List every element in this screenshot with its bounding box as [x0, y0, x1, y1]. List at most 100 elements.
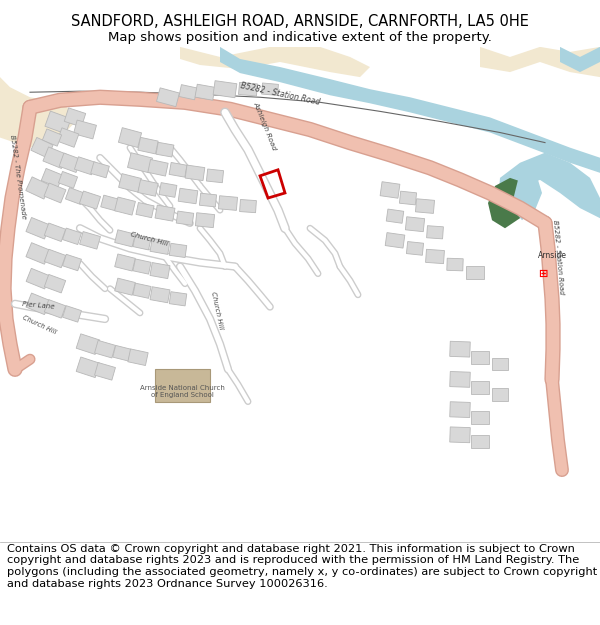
Bar	[26, 217, 50, 239]
Bar	[44, 249, 65, 268]
Bar	[199, 193, 217, 207]
Bar	[44, 183, 66, 203]
Polygon shape	[480, 47, 600, 77]
Bar	[148, 159, 168, 176]
Bar	[447, 258, 463, 271]
Bar	[386, 209, 404, 223]
Bar	[91, 162, 109, 178]
Bar	[471, 436, 489, 448]
Bar	[128, 152, 152, 173]
Text: ⊞: ⊞	[538, 269, 547, 279]
Polygon shape	[560, 47, 600, 72]
Bar	[133, 259, 151, 274]
Bar	[80, 231, 100, 249]
Bar	[150, 238, 170, 254]
Bar	[150, 287, 170, 302]
Bar	[150, 262, 170, 279]
Bar	[380, 182, 400, 198]
Bar	[62, 254, 82, 271]
Bar	[262, 83, 278, 96]
Bar	[133, 283, 151, 298]
Bar	[206, 169, 224, 182]
Bar	[156, 142, 174, 157]
Bar	[450, 371, 470, 388]
Bar	[169, 162, 187, 177]
Bar	[466, 266, 484, 279]
Bar	[26, 177, 50, 199]
Text: B5282 - Station Road: B5282 - Station Road	[239, 82, 320, 107]
Bar	[138, 138, 158, 154]
Bar	[450, 427, 470, 442]
Text: Map shows position and indicative extent of the property.: Map shows position and indicative extent…	[108, 31, 492, 44]
Bar	[128, 349, 148, 366]
Polygon shape	[514, 173, 542, 220]
Bar	[178, 188, 198, 204]
Bar	[44, 299, 65, 318]
Bar	[62, 306, 82, 322]
Bar	[62, 228, 82, 244]
Text: Pier Lane: Pier Lane	[22, 301, 55, 310]
Text: Arnside National Church
of England School: Arnside National Church of England Schoo…	[140, 385, 224, 398]
Bar	[26, 293, 50, 314]
Bar	[196, 213, 215, 228]
Bar	[385, 232, 405, 248]
Bar	[58, 171, 77, 188]
Bar	[450, 341, 470, 357]
Bar	[492, 389, 508, 401]
Bar	[57, 128, 79, 148]
Bar	[74, 120, 97, 139]
Bar	[44, 274, 65, 293]
Text: SANDFORD, ASHLEIGH ROAD, ARNSIDE, CARNFORTH, LA5 0HE: SANDFORD, ASHLEIGH ROAD, ARNSIDE, CARNFO…	[71, 14, 529, 29]
Bar	[400, 191, 416, 205]
Bar	[95, 362, 115, 380]
Polygon shape	[155, 369, 210, 402]
Bar	[113, 346, 131, 361]
Bar	[118, 127, 142, 148]
Bar	[79, 191, 101, 209]
Text: Contains OS data © Crown copyright and database right 2021. This information is : Contains OS data © Crown copyright and d…	[7, 544, 598, 589]
Bar	[415, 199, 434, 213]
Bar	[76, 357, 100, 377]
Bar	[138, 179, 158, 196]
Bar	[450, 402, 470, 418]
Bar	[492, 358, 508, 371]
Polygon shape	[488, 178, 530, 228]
Text: Church Hill: Church Hill	[22, 314, 58, 335]
Bar	[471, 411, 489, 424]
Bar	[31, 138, 53, 158]
Bar	[155, 205, 175, 221]
Bar	[406, 217, 425, 232]
Bar	[59, 153, 81, 173]
Bar	[115, 197, 136, 215]
Polygon shape	[220, 47, 600, 173]
Bar	[239, 82, 257, 96]
Bar	[159, 182, 177, 198]
Bar	[115, 278, 136, 295]
Bar	[101, 195, 119, 211]
Bar	[43, 147, 67, 169]
Text: Ashleigh Road: Ashleigh Road	[252, 100, 277, 151]
Bar	[425, 249, 445, 264]
Bar	[115, 254, 136, 271]
Bar	[41, 168, 63, 187]
Text: Arnside: Arnside	[538, 251, 567, 261]
Bar	[45, 111, 71, 134]
Text: B5282 - The Promenade: B5282 - The Promenade	[9, 134, 27, 219]
Bar	[406, 241, 424, 255]
Polygon shape	[0, 47, 80, 148]
Bar	[218, 196, 238, 211]
Polygon shape	[180, 47, 370, 77]
Bar	[115, 230, 136, 247]
Bar	[65, 188, 85, 204]
Bar	[44, 223, 65, 241]
Bar	[119, 174, 142, 192]
Bar	[157, 88, 179, 107]
Bar	[176, 211, 194, 225]
Bar	[74, 157, 95, 175]
Bar	[169, 243, 187, 258]
Text: Church Hill: Church Hill	[130, 232, 169, 248]
Text: B5282 - Station Road: B5282 - Station Road	[552, 219, 564, 295]
Bar	[185, 165, 205, 181]
Bar	[133, 235, 151, 250]
Bar	[471, 381, 489, 394]
